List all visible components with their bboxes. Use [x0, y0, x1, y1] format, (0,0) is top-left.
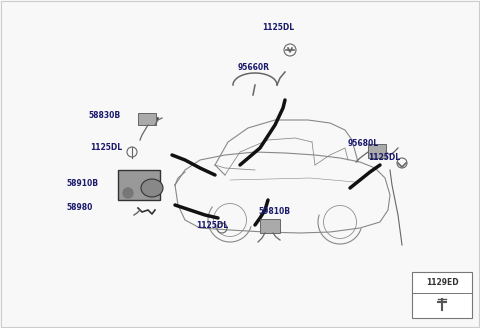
Bar — [368, 144, 386, 158]
Text: 1125DL: 1125DL — [368, 154, 400, 162]
Text: 58910B: 58910B — [66, 178, 98, 188]
Bar — [138, 113, 156, 125]
Bar — [260, 219, 280, 233]
Text: 95680L: 95680L — [348, 138, 379, 148]
Text: 95660R: 95660R — [238, 64, 270, 72]
Ellipse shape — [141, 179, 163, 197]
Circle shape — [123, 188, 133, 198]
Text: 1125DL: 1125DL — [262, 24, 294, 32]
Text: 59810B: 59810B — [258, 208, 290, 216]
Text: 58830B: 58830B — [88, 111, 120, 119]
Text: 1129ED: 1129ED — [426, 277, 458, 287]
Bar — [412, 272, 472, 318]
Text: 58980: 58980 — [66, 202, 92, 212]
Text: 1125DL: 1125DL — [90, 144, 122, 153]
Bar — [118, 170, 160, 200]
Text: 1125DL: 1125DL — [196, 220, 228, 230]
